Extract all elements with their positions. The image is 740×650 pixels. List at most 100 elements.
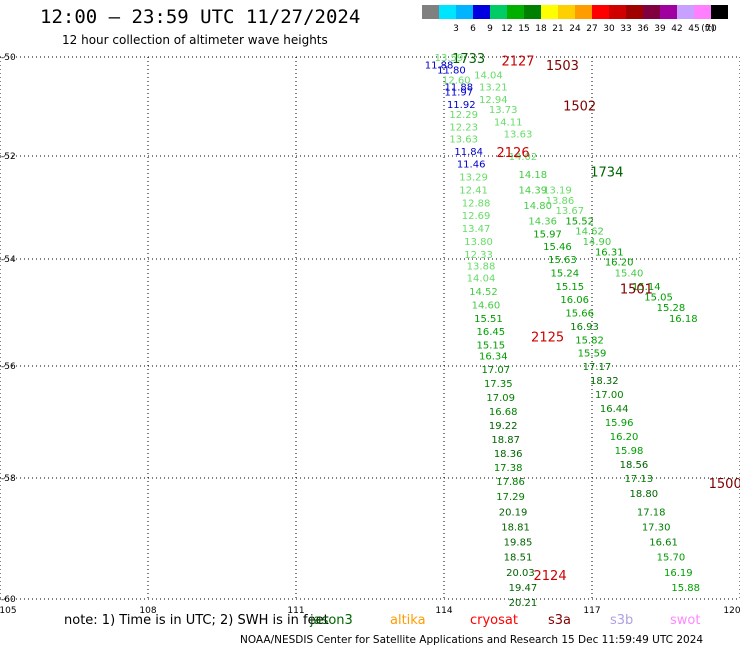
lat-lon-grid xyxy=(0,56,740,600)
swh-observation: 15.24 xyxy=(551,268,580,279)
swh-observation: 16.34 xyxy=(479,351,508,362)
swh-observation: 15.88 xyxy=(671,583,700,594)
swh-observation: 15.97 xyxy=(533,229,562,240)
swh-observation: 16.61 xyxy=(649,538,678,549)
swh-observation: 12.23 xyxy=(449,122,478,133)
legend-swatch xyxy=(507,5,524,19)
swh-observation: 19.47 xyxy=(509,583,538,594)
legend-swatch xyxy=(490,5,507,19)
swh-observation: 11.88 xyxy=(425,60,454,71)
swh-observation: 15.66 xyxy=(565,309,594,320)
legend-label: 70 xyxy=(705,24,717,34)
legend-label: 12 xyxy=(501,24,513,34)
swh-observation: 11.80 xyxy=(437,65,466,76)
swh-observation: 14.04 xyxy=(467,274,496,285)
lon-tick-label: 120 xyxy=(723,606,740,616)
pass-time-label: 1733 xyxy=(452,52,485,67)
swh-observation: 16.68 xyxy=(489,407,518,418)
pass-time-label: 1502 xyxy=(563,100,596,115)
swh-observation: 14.04 xyxy=(474,70,503,81)
lon-tick-label: 105 xyxy=(0,606,17,616)
legend-label: 45 xyxy=(688,24,700,34)
lat-tick-label: -60 xyxy=(1,595,16,605)
swh-observation: 12.94 xyxy=(479,95,508,106)
legend-swatch xyxy=(524,5,541,19)
swh-observation: 18.36 xyxy=(494,449,523,460)
swh-observation: 14.02 xyxy=(509,152,538,163)
legend-label: 30 xyxy=(603,24,615,34)
swh-observation: 14.36 xyxy=(528,216,557,227)
swh-observation: 15.70 xyxy=(657,553,686,564)
swh-observation: 18.32 xyxy=(590,376,619,387)
legend-swatch xyxy=(575,5,592,19)
legend-label: 24 xyxy=(569,24,581,34)
lat-tick-label: -54 xyxy=(1,255,16,265)
legend-label: 18 xyxy=(535,24,547,34)
swh-observation: 20.19 xyxy=(499,507,528,518)
satellite-cryosat: cryosat xyxy=(470,613,518,628)
swh-observation: 12.41 xyxy=(459,185,488,196)
pass-time-label: 2125 xyxy=(531,331,564,346)
legend-swatch xyxy=(643,5,660,19)
swh-observation: 17.07 xyxy=(481,365,510,376)
lon-tick-label: 117 xyxy=(583,606,600,616)
swh-observation: 15.05 xyxy=(644,292,673,303)
swh-observation: 14.11 xyxy=(494,117,523,128)
lat-tick-label: -52 xyxy=(1,152,16,162)
swh-observation: 18.81 xyxy=(501,522,530,533)
swh-observation: 14.18 xyxy=(518,170,547,181)
legend-label: 36 xyxy=(637,24,649,34)
legend-swatch xyxy=(422,5,439,19)
swh-observation: 15.63 xyxy=(548,255,577,266)
swh-observation: 17.86 xyxy=(496,477,525,488)
swh-observation: 13.21 xyxy=(479,83,508,94)
swh-observation: 17.17 xyxy=(583,362,612,373)
swh-observation: 12.60 xyxy=(442,75,471,86)
swh-observation: 13.67 xyxy=(555,206,584,217)
swh-observation: 18.80 xyxy=(629,489,658,500)
swh-observation: 16.18 xyxy=(669,314,698,325)
pass-time-labels: 1733 2127 1503 1502 2126 1734 1501 2125 1500 2124 xyxy=(452,52,740,584)
note-text: note: 1) Time is in UTC; 2) SWH is in fe… xyxy=(64,613,329,628)
legend-label: 6 xyxy=(470,24,476,34)
pass-time-label: 1501 xyxy=(620,282,653,297)
swh-observation: 19.22 xyxy=(489,421,518,432)
legend-label: 27 xyxy=(586,24,598,34)
swh-observation: 15.28 xyxy=(657,303,686,314)
swh-observation: 13.86 xyxy=(546,196,575,207)
swh-observation: 13.63 xyxy=(504,130,533,141)
swh-observation: 14.62 xyxy=(575,227,604,238)
swh-observation: 16.93 xyxy=(570,322,599,333)
legend-swatch xyxy=(473,5,490,19)
swh-observation: 11.97 xyxy=(444,88,473,99)
legend-swatch xyxy=(677,5,694,19)
swh-observation: 14.52 xyxy=(469,287,498,298)
legend-label: 39 xyxy=(654,24,666,34)
legend-swatch xyxy=(541,5,558,19)
swh-observation: 20.21 xyxy=(509,598,538,609)
lon-tick-label: 111 xyxy=(287,606,304,616)
legend-label: 33 xyxy=(620,24,632,34)
pass-time-label: 1734 xyxy=(590,165,623,180)
swh-observation: 15.15 xyxy=(477,341,506,352)
swh-observation: 13.80 xyxy=(464,237,493,248)
swh-observation: 17.18 xyxy=(637,507,666,518)
swh-observation: 13.73 xyxy=(489,105,518,116)
satellite-altika: altika xyxy=(390,613,426,628)
swh-observation: 15.82 xyxy=(575,335,604,346)
axis-tick-labels: 105 108 111 114 117 120 -50 -52 -54 -56 -58 -60 xyxy=(0,53,740,616)
swh-observation: 15.98 xyxy=(615,446,644,457)
legend-swatch xyxy=(660,5,677,19)
legend-swatch xyxy=(592,5,609,19)
swh-observation: 13.63 xyxy=(449,135,478,146)
swh-observation: 16.45 xyxy=(477,327,506,338)
legend-label: 15 xyxy=(518,24,530,34)
swh-observation: 16.31 xyxy=(595,247,624,258)
swh-observation: 17.00 xyxy=(595,390,624,401)
legend-swatch xyxy=(711,5,728,19)
swh-observation: 15.40 xyxy=(615,268,644,279)
satellite-jason3: jason3 xyxy=(310,613,353,628)
satellite-s3a: s3a xyxy=(548,613,572,628)
footer-credit: NOAA/NESDIS Center for Satellite Applica… xyxy=(240,634,704,646)
